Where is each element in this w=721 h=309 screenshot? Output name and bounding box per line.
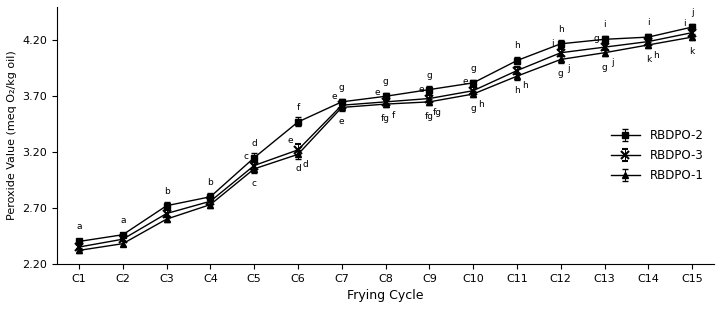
Text: g: g <box>558 70 564 78</box>
Text: g: g <box>594 34 600 43</box>
Text: e: e <box>331 92 337 101</box>
Text: c: c <box>252 179 257 188</box>
Text: c: c <box>244 152 249 161</box>
Text: b: b <box>208 178 213 187</box>
Text: g: g <box>602 63 607 72</box>
Text: g: g <box>339 83 345 92</box>
Text: h: h <box>522 81 528 90</box>
Text: d: d <box>252 139 257 148</box>
Text: g: g <box>470 64 476 73</box>
Text: g: g <box>383 77 389 86</box>
Text: g: g <box>470 104 476 113</box>
Text: b: b <box>164 187 169 196</box>
Text: f: f <box>296 103 300 112</box>
Text: e: e <box>419 85 424 94</box>
Text: j: j <box>567 64 570 73</box>
Text: e: e <box>287 136 293 146</box>
Text: j: j <box>691 8 694 17</box>
Text: e: e <box>462 77 468 86</box>
Text: h: h <box>558 25 564 34</box>
Text: a: a <box>76 222 81 231</box>
Text: fg: fg <box>433 108 442 117</box>
Text: i: i <box>683 19 686 28</box>
Text: fg: fg <box>425 112 434 121</box>
Text: i: i <box>647 18 650 27</box>
Text: h: h <box>478 100 484 109</box>
Text: k: k <box>689 47 695 56</box>
Legend: RBDPO-2, RBDPO-3, RBDPO-1: RBDPO-2, RBDPO-3, RBDPO-1 <box>606 125 708 187</box>
Text: a: a <box>120 216 125 225</box>
X-axis label: Frying Cycle: Frying Cycle <box>348 289 424 302</box>
Text: h: h <box>653 51 659 60</box>
Text: e: e <box>339 117 345 126</box>
Text: h: h <box>514 41 520 50</box>
Y-axis label: Peroxide Value (meq O₂/kg oil): Peroxide Value (meq O₂/kg oil) <box>7 50 17 220</box>
Text: i: i <box>603 20 606 29</box>
Text: j: j <box>611 58 614 67</box>
Text: k: k <box>646 55 651 64</box>
Text: i: i <box>552 39 554 48</box>
Text: g: g <box>427 70 433 79</box>
Text: f: f <box>392 111 395 120</box>
Text: e: e <box>375 88 381 97</box>
Text: h: h <box>514 86 520 95</box>
Text: d: d <box>303 160 309 169</box>
Text: d: d <box>295 164 301 173</box>
Text: fg: fg <box>381 114 390 123</box>
